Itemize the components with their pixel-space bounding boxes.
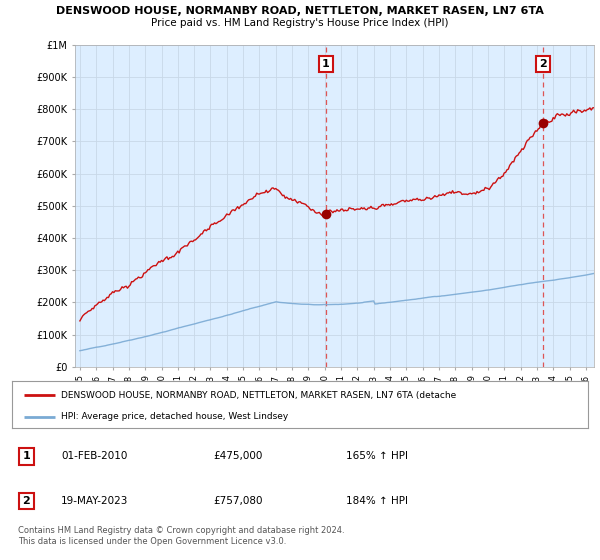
Text: 19-MAY-2023: 19-MAY-2023 — [61, 496, 128, 506]
Text: HPI: Average price, detached house, West Lindsey: HPI: Average price, detached house, West… — [61, 412, 288, 421]
Text: Contains HM Land Registry data © Crown copyright and database right 2024.
This d: Contains HM Land Registry data © Crown c… — [18, 526, 344, 546]
Text: 184% ↑ HPI: 184% ↑ HPI — [346, 496, 408, 506]
Text: 2: 2 — [23, 496, 30, 506]
Text: 165% ↑ HPI: 165% ↑ HPI — [346, 451, 408, 461]
Text: 1: 1 — [23, 451, 30, 461]
Text: £475,000: £475,000 — [214, 451, 263, 461]
Text: £757,080: £757,080 — [214, 496, 263, 506]
Text: 01-FEB-2010: 01-FEB-2010 — [61, 451, 127, 461]
Text: 1: 1 — [322, 59, 330, 69]
Text: 2: 2 — [539, 59, 547, 69]
Text: DENSWOOD HOUSE, NORMANBY ROAD, NETTLETON, MARKET RASEN, LN7 6TA (detache: DENSWOOD HOUSE, NORMANBY ROAD, NETTLETON… — [61, 390, 456, 400]
Text: DENSWOOD HOUSE, NORMANBY ROAD, NETTLETON, MARKET RASEN, LN7 6TA: DENSWOOD HOUSE, NORMANBY ROAD, NETTLETON… — [56, 6, 544, 16]
Text: Price paid vs. HM Land Registry's House Price Index (HPI): Price paid vs. HM Land Registry's House … — [151, 18, 449, 28]
